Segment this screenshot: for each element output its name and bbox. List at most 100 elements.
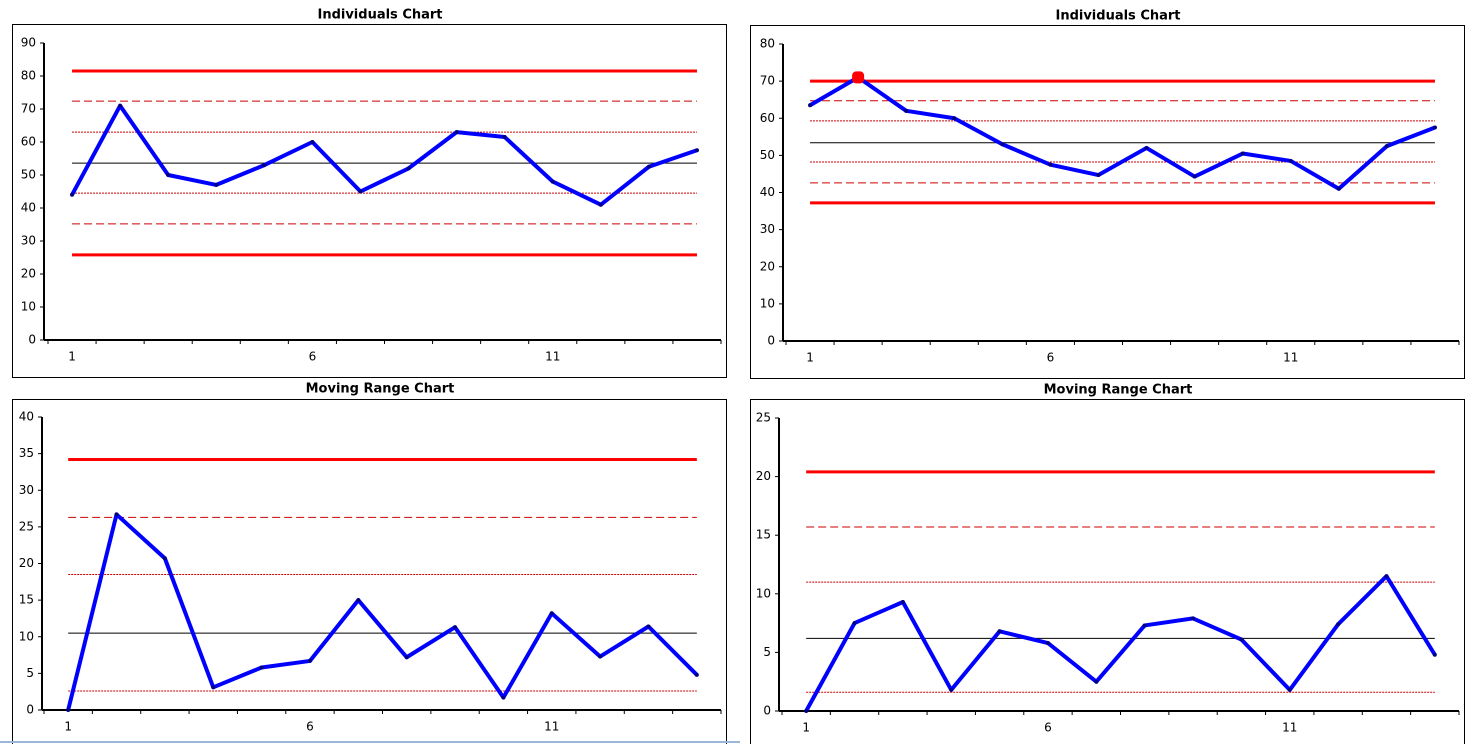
y-tick-label: 20: [21, 267, 36, 281]
chart-title: Moving Range Chart: [1044, 383, 1193, 398]
point: [454, 130, 459, 135]
y-tick-label: 50: [21, 168, 36, 182]
point: [66, 708, 71, 712]
point: [1142, 623, 1147, 628]
y-tick-label: 0: [26, 703, 34, 717]
y-tick-label: 5: [26, 666, 34, 680]
point: [598, 654, 603, 659]
y-tick-label: 20: [19, 556, 34, 570]
y-tick-label: 80: [21, 69, 36, 83]
chart-title: Moving Range Chart: [306, 382, 455, 397]
point: [550, 179, 555, 184]
point: [211, 685, 216, 690]
x-tick-label: 11: [1282, 721, 1297, 735]
y-tick-label: 30: [760, 222, 775, 236]
y-tick-label: 20: [760, 259, 775, 273]
point: [70, 192, 75, 197]
point: [118, 103, 123, 108]
point: [453, 625, 458, 630]
y-tick-label: 20: [756, 469, 771, 483]
y-tick-label: 25: [756, 411, 771, 425]
point: [852, 621, 857, 626]
series-line: [70, 103, 698, 207]
point: [694, 148, 699, 153]
y-tick-label: 40: [21, 201, 36, 215]
point: [1000, 142, 1005, 147]
point: [1336, 622, 1341, 627]
y-tick-label: 35: [19, 446, 34, 460]
x-tick-label: 11: [1283, 351, 1298, 365]
point: [307, 658, 312, 663]
x-tick-label: 1: [64, 720, 72, 734]
y-tick-label: 5: [763, 645, 771, 659]
point: [356, 598, 361, 603]
x-tick-label: 1: [68, 350, 76, 364]
point: [262, 163, 267, 168]
x-tick-label: 11: [545, 350, 560, 364]
chart-frame: [12, 399, 727, 744]
x-tick-label: 1: [802, 721, 810, 735]
point: [310, 140, 315, 144]
y-tick-label: 50: [760, 148, 775, 162]
point: [1239, 637, 1244, 642]
point: [1287, 687, 1292, 692]
point: [1384, 144, 1389, 149]
y-tick-label: 70: [21, 102, 36, 116]
x-tick-label: 6: [309, 350, 317, 364]
x-tick-label: 6: [306, 720, 314, 734]
point: [502, 135, 507, 140]
series-line: [66, 512, 699, 711]
point: [1191, 616, 1196, 621]
point: [646, 164, 651, 169]
y-tick-label: 10: [21, 300, 36, 314]
point: [214, 182, 219, 187]
point: [1288, 158, 1293, 163]
y-tick-label: 60: [760, 111, 775, 125]
y-tick-label: 0: [28, 333, 36, 347]
point: [949, 687, 954, 692]
point: [1096, 173, 1101, 178]
chart-title: Individuals Chart: [317, 8, 442, 23]
point: [358, 189, 363, 194]
point: [1192, 174, 1197, 179]
y-tick-label: 70: [760, 74, 775, 88]
point: [997, 629, 1002, 634]
point: [1432, 125, 1437, 130]
point: [694, 672, 699, 677]
point: [900, 600, 905, 605]
point: [114, 512, 119, 517]
x-tick-label: 6: [1044, 721, 1052, 735]
series-line: [809, 75, 1436, 191]
point: [404, 655, 409, 660]
y-tick-label: 40: [19, 410, 34, 424]
point: [1048, 162, 1053, 167]
chart-frame: [12, 24, 727, 378]
x-tick-label: 1: [806, 351, 814, 365]
point: [646, 624, 651, 629]
y-tick-label: 0: [763, 704, 771, 718]
y-tick-label: 25: [19, 519, 34, 533]
point: [1432, 652, 1437, 657]
y-tick-label: 30: [19, 483, 34, 497]
chart-frame: [750, 399, 1465, 744]
point: [804, 709, 809, 713]
chart-title: Individuals Chart: [1055, 9, 1180, 24]
point: [1336, 186, 1341, 191]
x-tick-label: 6: [1047, 351, 1055, 365]
y-tick-label: 60: [21, 135, 36, 149]
point: [406, 166, 411, 171]
y-tick-label: 10: [19, 629, 34, 643]
point: [1094, 679, 1099, 684]
point: [1384, 574, 1389, 579]
point: [166, 173, 171, 177]
y-tick-label: 40: [760, 185, 775, 199]
y-tick-label: 90: [21, 36, 36, 50]
point: [598, 202, 603, 207]
point: [1240, 151, 1245, 156]
y-tick-label: 15: [19, 593, 34, 607]
x-tick-label: 11: [544, 720, 559, 734]
y-tick-label: 0: [767, 334, 775, 348]
y-tick-label: 15: [756, 528, 771, 542]
